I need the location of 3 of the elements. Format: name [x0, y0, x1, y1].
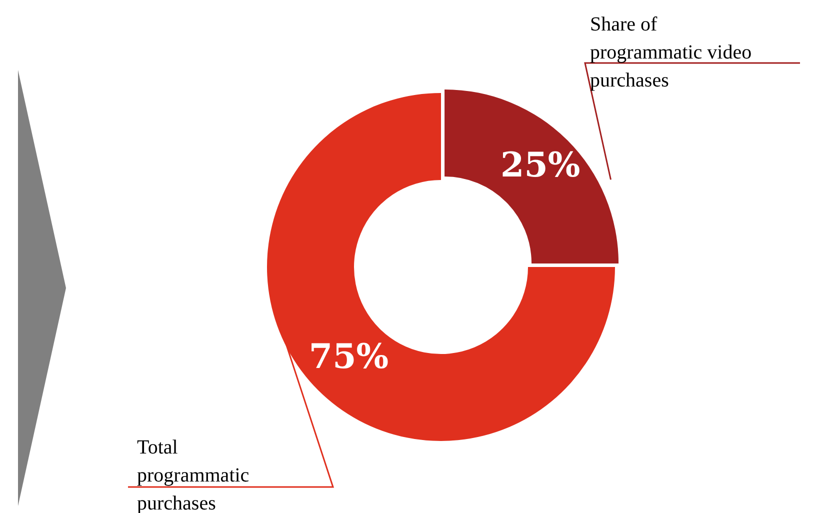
slice-label: Share of programmatic video purchases [590, 13, 752, 92]
data-label: 75% [308, 337, 389, 378]
data-label: 25% [500, 145, 580, 186]
